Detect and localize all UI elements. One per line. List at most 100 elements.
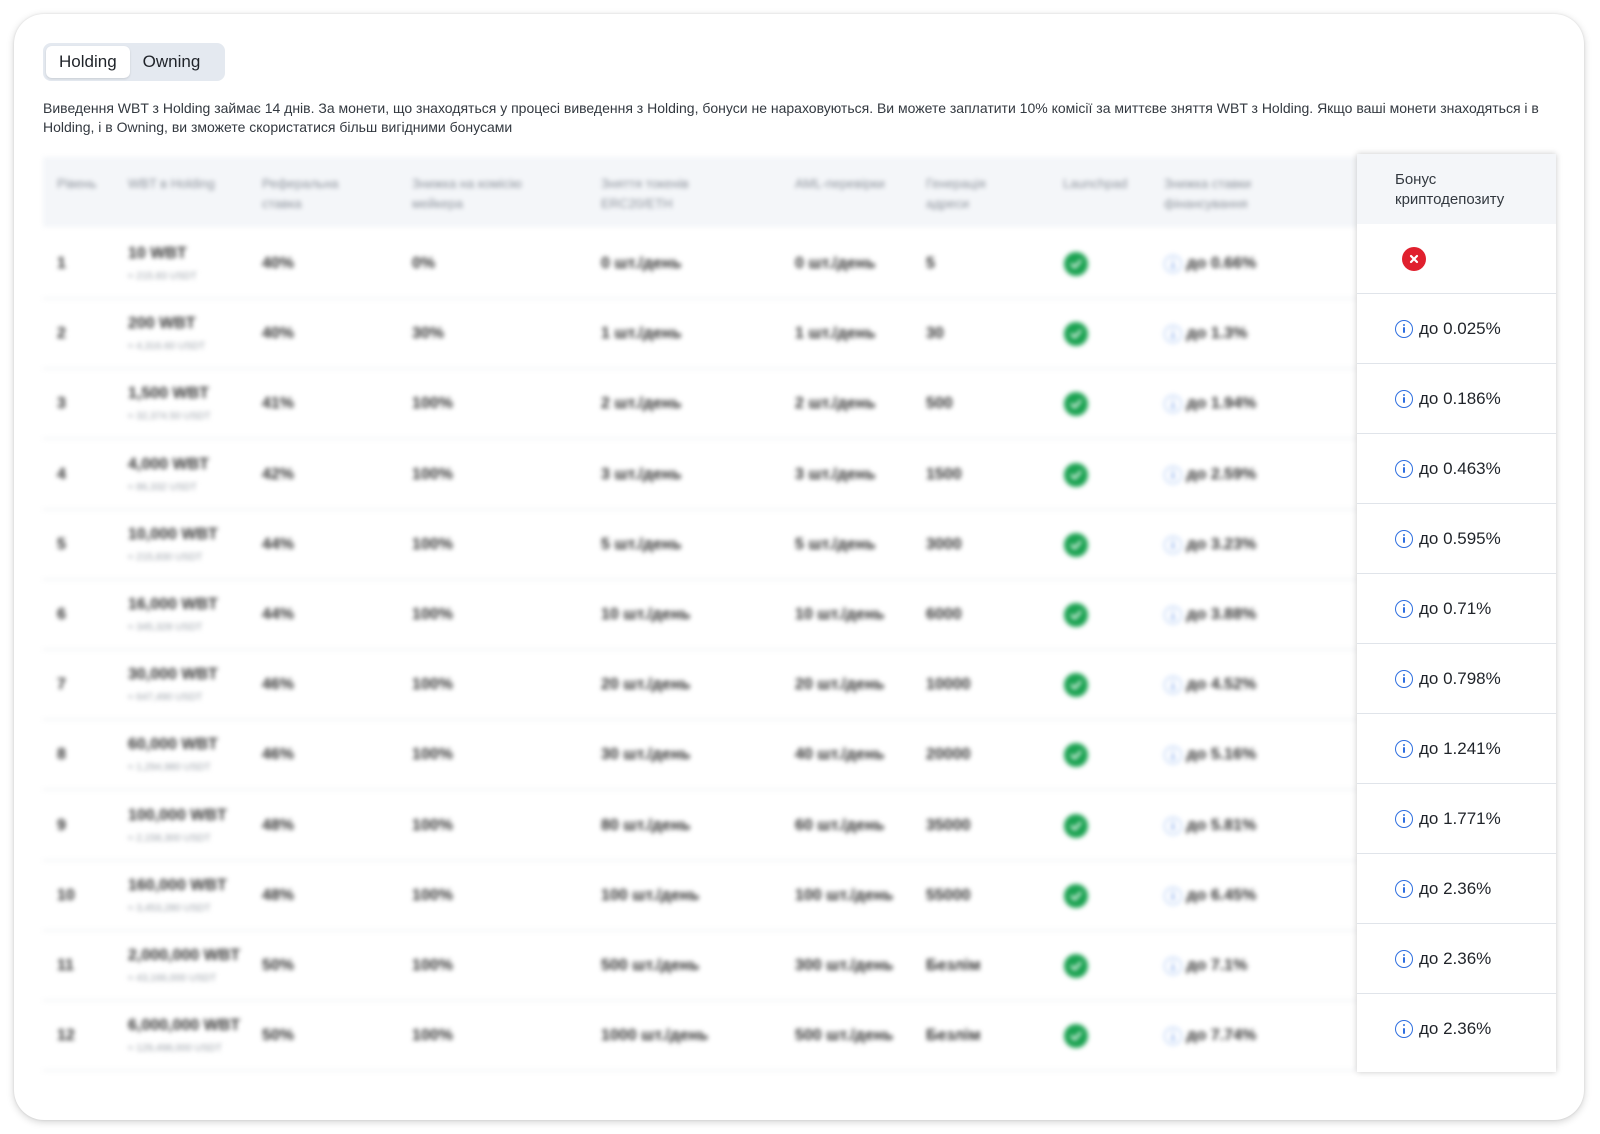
wbt-amount-cell: 16,000 WBT [128,596,218,613]
info-icon[interactable] [1164,325,1182,344]
funding-discount-cell: до 7.1% [1164,957,1247,975]
bonus-cell: до 1.771% [1357,784,1556,854]
funding-discount-cell: до 1.94% [1164,395,1256,414]
wbt-amount-cell: 6,000,000 WBT [128,1017,241,1035]
referral-rate-cell: 40% [262,255,295,272]
table-row: 11 2,000,000 WBT ≈ 43,166,000 USDT 50% 100% 5… [43,929,1357,1001]
info-icon[interactable] [1164,465,1182,484]
info-icon[interactable] [1395,1020,1413,1038]
wbt-amount-cell: 60,000 WBT [128,736,218,754]
address-generation-cell: 30 [926,325,944,343]
referral-rate-cell: 50% [262,1027,295,1045]
address-generation-cell: 35000 [926,816,971,834]
info-icon[interactable] [1395,599,1413,618]
info-icon[interactable] [1164,1027,1182,1046]
table-row: 2 200 WBT ≈ 4,316.60 USDT 40% 30% 1 шт./день 1… [43,297,1357,370]
bonus-cell: до 0.798% [1357,644,1556,714]
info-icon[interactable] [1164,886,1182,905]
levels-table: Рівень WBT в Holding Реферальна ставка З… [43,154,1573,1092]
maker-discount-cell: 100% [412,746,453,764]
info-icon[interactable] [1395,459,1413,478]
tab-holding[interactable]: Holding [46,46,130,78]
funding-discount-cell: до 2.59% [1164,465,1256,484]
bonus-value: до 0.025% [1419,318,1501,338]
referral-rate-cell: 40% [262,325,295,343]
info-icon[interactable] [1395,879,1413,898]
funding-discount-cell: до 7.74% [1164,1027,1256,1046]
aml-checks-cell: 60 шт./день [795,816,885,834]
info-icon[interactable] [1164,255,1182,273]
usdt-equivalent-cell: ≈ 32,374.50 USDT [128,411,211,423]
info-icon[interactable] [1395,949,1413,968]
col-funding-header: Знижка ставки фінансування [1164,176,1252,211]
address-generation-cell: 3000 [926,535,962,553]
info-icon[interactable] [1164,957,1182,975]
check-icon [1064,252,1088,276]
col-maker-header: Знижка на комісію мейкера [412,176,522,211]
info-icon[interactable] [1164,535,1182,554]
usdt-equivalent-cell: ≈ 86,332 USDT [128,481,197,493]
info-icon[interactable] [1395,529,1413,548]
usdt-equivalent-cell: ≈ 4,316.60 USDT [128,341,206,353]
col-address-header: Генерація адреси [926,176,986,211]
referral-rate-cell: 48% [262,816,295,834]
aml-checks-cell: 1 шт./день [795,325,876,343]
level-cell: 4 [57,465,66,483]
info-icon[interactable] [1395,389,1413,408]
check-icon [1064,603,1088,627]
table-row: 7 30,000 WBT ≈ 647,490 USDT 46% 100% 20 шт./д… [43,648,1357,721]
usdt-equivalent-cell: ≈ 129,498,000 USDT [128,1043,222,1055]
info-icon[interactable] [1395,739,1413,758]
info-icon[interactable] [1395,809,1413,828]
wbt-amount-cell: 100,000 WBT [128,806,227,824]
col-wbt-header: WBT в Holding [128,176,215,191]
check-icon [1064,673,1088,698]
aml-checks-cell: 10 шт./день [795,606,885,623]
erc20-withdrawals-cell: 20 шт./день [601,676,691,694]
bonus-cell: до 0.025% [1357,294,1556,364]
referral-rate-cell: 44% [262,535,295,553]
info-icon[interactable] [1164,816,1182,835]
info-icon[interactable] [1164,676,1182,695]
info-icon[interactable] [1395,669,1413,688]
check-icon [1064,1024,1088,1049]
table-row: 12 6,000,000 WBT ≈ 129,498,000 USDT 50% 100%… [43,999,1357,1072]
aml-checks-cell: 20 шт./день [795,676,885,694]
bonus-value: до 1.241% [1419,738,1501,758]
level-cell: 1 [57,255,66,272]
maker-discount-cell: 100% [412,395,453,413]
table-row: 1 10 WBT ≈ 215.83 USDT 40% 0% 0 шт./день 0 шт.… [43,227,1357,299]
aml-checks-cell: 3 шт./день [795,465,876,483]
funding-value: до 7.1% [1186,957,1248,975]
table-row: 3 1,500 WBT ≈ 32,374.50 USDT 41% 100% 2 шт./д… [43,367,1357,440]
level-cell: 7 [57,676,66,694]
close-circle-icon [1402,246,1426,271]
check-icon [1064,883,1088,908]
holding-owning-switch: Holding Owning [43,43,225,81]
referral-rate-cell: 50% [262,957,295,974]
level-cell: 9 [57,816,66,834]
col-bonus-header: Бонус криптодепозиту [1357,154,1556,224]
check-icon [1064,392,1088,417]
maker-discount-cell: 100% [412,465,453,483]
erc20-withdrawals-cell: 1 шт./день [601,325,682,343]
bonus-cell [1357,224,1556,294]
usdt-equivalent-cell: ≈ 43,166,000 USDT [128,973,217,984]
crypto-deposit-bonus-column: Бонус криптодепозиту до 0.025% до 0.186% д… [1357,154,1556,1072]
aml-checks-cell: 500 шт./день [795,1027,894,1045]
bonus-value: до 0.595% [1419,528,1501,548]
tab-owning[interactable]: Owning [142,52,201,71]
funding-value: до 3.23% [1186,536,1257,554]
funding-discount-cell: до 5.16% [1164,746,1256,765]
bonus-cell: до 2.36% [1357,924,1556,994]
level-cell: 10 [57,886,75,904]
maker-discount-cell: 0% [412,255,436,272]
info-icon[interactable] [1164,746,1182,765]
table-row: 10 160,000 WBT ≈ 3,453,280 USDT 48% 100% 100 … [43,859,1357,931]
bonus-cell: до 0.71% [1357,574,1556,644]
aml-checks-cell: 300 шт./день [795,957,894,974]
info-icon[interactable] [1395,319,1413,338]
info-icon[interactable] [1164,395,1182,414]
usdt-equivalent-cell: ≈ 1,294,980 USDT [128,762,211,774]
info-icon[interactable] [1164,606,1182,624]
